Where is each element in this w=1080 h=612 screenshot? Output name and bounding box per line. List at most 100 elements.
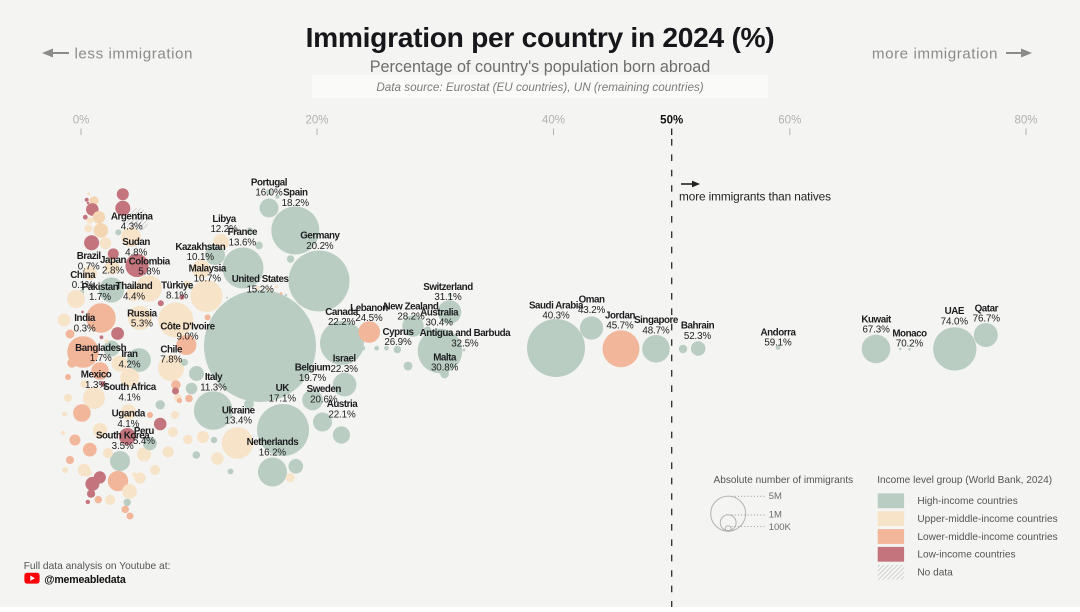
svg-text:4.1%: 4.1% — [119, 392, 141, 403]
svg-text:2.8%: 2.8% — [102, 265, 124, 276]
svg-text:5.4%: 5.4% — [133, 436, 155, 447]
svg-text:Kuwait: Kuwait — [861, 314, 892, 325]
svg-text:New Zealand: New Zealand — [384, 302, 439, 313]
svg-text:59.1%: 59.1% — [764, 338, 792, 349]
svg-text:10.7%: 10.7% — [194, 274, 222, 285]
svg-text:Japan: Japan — [100, 255, 127, 266]
svg-text:4.3%: 4.3% — [121, 222, 143, 233]
svg-text:No data: No data — [917, 568, 953, 579]
svg-text:1.7%: 1.7% — [90, 353, 112, 364]
svg-text:4.1%: 4.1% — [117, 419, 139, 430]
svg-text:South Korea: South Korea — [96, 431, 150, 442]
svg-text:Italy: Italy — [205, 372, 223, 383]
svg-text:UAE: UAE — [945, 306, 965, 317]
svg-text:0%: 0% — [73, 115, 90, 127]
svg-text:3.5%: 3.5% — [112, 441, 134, 452]
svg-text:Belgium: Belgium — [295, 363, 331, 374]
svg-text:Libya: Libya — [212, 214, 236, 225]
svg-text:Andorra: Andorra — [761, 327, 797, 338]
svg-text:High-income countries: High-income countries — [917, 496, 1017, 507]
svg-text:Bahrain: Bahrain — [681, 321, 715, 332]
svg-text:Canada: Canada — [325, 307, 359, 318]
svg-text:more immigration: more immigration — [872, 46, 998, 63]
svg-text:5M: 5M — [769, 491, 782, 502]
svg-text:4.4%: 4.4% — [123, 291, 145, 302]
svg-text:Lebanon: Lebanon — [350, 303, 388, 314]
svg-text:18.2%: 18.2% — [282, 198, 310, 209]
svg-text:28.2%: 28.2% — [397, 312, 425, 323]
svg-text:13.4%: 13.4% — [225, 416, 253, 427]
svg-text:40%: 40% — [542, 115, 565, 127]
svg-text:5.8%: 5.8% — [138, 267, 160, 278]
svg-text:India: India — [74, 313, 96, 324]
svg-text:40.3%: 40.3% — [542, 311, 570, 322]
svg-text:Uganda: Uganda — [112, 409, 146, 420]
svg-text:Australia: Australia — [420, 307, 459, 318]
svg-text:Singapore: Singapore — [634, 315, 679, 326]
svg-text:Percentage of country's popula: Percentage of country's population born … — [370, 58, 711, 76]
svg-text:Netherlands: Netherlands — [247, 437, 300, 448]
svg-text:Bangladesh: Bangladesh — [75, 343, 126, 354]
svg-text:100K: 100K — [769, 522, 792, 533]
svg-text:Sudan: Sudan — [122, 237, 150, 248]
svg-text:Oman: Oman — [579, 295, 605, 306]
svg-text:France: France — [228, 227, 258, 238]
svg-text:Kazakhstan: Kazakhstan — [175, 242, 225, 253]
svg-text:Thailand: Thailand — [116, 281, 153, 292]
svg-text:UK: UK — [276, 383, 290, 394]
svg-text:52.3%: 52.3% — [684, 331, 712, 342]
svg-text:Portugal: Portugal — [251, 178, 288, 189]
svg-text:19.7%: 19.7% — [299, 373, 327, 384]
svg-text:less immigration: less immigration — [75, 46, 194, 63]
svg-text:43.2%: 43.2% — [578, 305, 606, 316]
svg-text:Malaysia: Malaysia — [189, 263, 227, 274]
svg-text:45.7%: 45.7% — [606, 321, 634, 332]
svg-text:16.0%: 16.0% — [255, 188, 283, 199]
svg-text:31.1%: 31.1% — [434, 292, 462, 303]
svg-text:more immigrants than natives: more immigrants than natives — [679, 189, 831, 203]
svg-text:Spain: Spain — [283, 188, 308, 199]
svg-text:Qatar: Qatar — [975, 303, 999, 314]
svg-text:76.7%: 76.7% — [973, 314, 1001, 325]
svg-text:32.5%: 32.5% — [451, 338, 479, 349]
svg-text:9.0%: 9.0% — [177, 332, 199, 343]
svg-text:24.5%: 24.5% — [355, 313, 383, 324]
svg-text:Immigration per country in 202: Immigration per country in 2024 (%) — [306, 21, 775, 53]
svg-text:30.8%: 30.8% — [431, 363, 459, 374]
svg-text:Antigua and Barbuda: Antigua and Barbuda — [420, 328, 512, 339]
svg-text:0.3%: 0.3% — [74, 323, 96, 334]
svg-text:Côte D'Ivoire: Côte D'Ivoire — [160, 321, 215, 332]
svg-text:74.0%: 74.0% — [941, 316, 969, 327]
svg-text:Cyprus: Cyprus — [382, 327, 414, 338]
svg-text:16.2%: 16.2% — [259, 447, 287, 458]
svg-text:60%: 60% — [778, 115, 801, 127]
svg-text:10.1%: 10.1% — [187, 252, 215, 263]
svg-text:67.3%: 67.3% — [862, 325, 890, 336]
svg-text:Mexico: Mexico — [81, 370, 112, 381]
svg-text:50%: 50% — [660, 115, 683, 127]
svg-text:Income level group (World Bank: Income level group (World Bank, 2024) — [877, 475, 1052, 486]
svg-text:80%: 80% — [1014, 115, 1037, 127]
svg-text:1.7%: 1.7% — [89, 292, 111, 303]
svg-text:20.6%: 20.6% — [310, 394, 338, 405]
svg-text:70.2%: 70.2% — [896, 339, 924, 350]
svg-text:22.3%: 22.3% — [331, 364, 359, 375]
svg-text:Russia: Russia — [127, 308, 157, 319]
svg-text:Upper-middle-income countries: Upper-middle-income countries — [917, 514, 1057, 525]
svg-text:United States: United States — [232, 274, 290, 285]
svg-text:5.3%: 5.3% — [131, 319, 153, 330]
svg-text:Chile: Chile — [160, 345, 183, 356]
svg-text:Low-income countries: Low-income countries — [917, 550, 1015, 561]
svg-text:11.3%: 11.3% — [200, 382, 227, 393]
svg-text:1.3%: 1.3% — [85, 380, 107, 391]
svg-text:1M: 1M — [769, 510, 782, 521]
svg-text:7.8%: 7.8% — [160, 355, 182, 366]
svg-text:Germany: Germany — [300, 231, 340, 242]
svg-text:Peru: Peru — [134, 426, 154, 437]
svg-text:22.2%: 22.2% — [328, 317, 356, 328]
svg-text:20.2%: 20.2% — [306, 241, 334, 252]
svg-text:Monaco: Monaco — [892, 328, 927, 339]
svg-text:17.1%: 17.1% — [269, 393, 297, 404]
svg-text:Sweden: Sweden — [307, 384, 342, 395]
svg-text:Malta: Malta — [433, 352, 457, 363]
